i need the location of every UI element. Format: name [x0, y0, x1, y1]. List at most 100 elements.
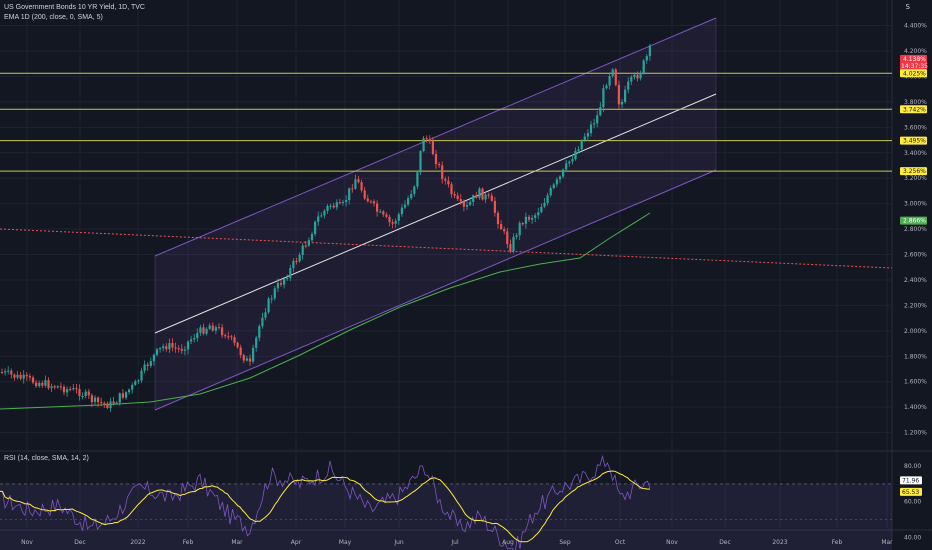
candle-body — [28, 376, 31, 378]
candles — [0, 43, 651, 412]
candle-body — [593, 123, 596, 125]
candle-body — [248, 358, 252, 362]
candle-body — [112, 401, 115, 404]
candle-body — [465, 204, 469, 207]
candle-body — [4, 371, 7, 373]
candle-body — [230, 336, 233, 338]
ema-legend[interactable]: EMA 1D (200, close, 0, SMA, 5) — [4, 14, 103, 21]
candle-body — [620, 101, 624, 105]
candle-body — [59, 386, 62, 388]
candle-body — [583, 136, 586, 141]
candle-body — [376, 203, 379, 212]
price-tick-label: 1.800% — [904, 353, 927, 360]
candle-body — [571, 159, 574, 162]
time-axis-label: Dec — [719, 539, 731, 546]
candle-body — [391, 222, 394, 224]
candle-body — [252, 347, 255, 362]
candle-body — [134, 381, 137, 385]
candle-body — [97, 397, 100, 403]
price-tag-label: 4.025% — [903, 70, 926, 77]
candle-body — [326, 205, 329, 211]
candle-body — [196, 332, 199, 339]
rsi-legend[interactable]: RSI (14, close, SMA, 14, 2) — [4, 455, 89, 462]
candle-body — [273, 288, 276, 299]
candle-body — [245, 358, 248, 361]
candle-body — [608, 76, 611, 86]
candle-body — [518, 223, 521, 236]
candle-body — [627, 81, 630, 90]
candle-body — [286, 277, 289, 279]
candle-body — [357, 179, 360, 183]
candle-body — [35, 382, 38, 387]
candle-body — [624, 89, 627, 102]
candle-body — [314, 221, 317, 234]
candle-body — [558, 176, 562, 180]
candle-body — [279, 283, 283, 285]
candle-body — [159, 348, 162, 350]
candle-body — [31, 377, 35, 383]
candle-body — [351, 188, 354, 190]
candle-body — [537, 212, 540, 216]
candle-body — [416, 172, 419, 187]
candle-body — [93, 397, 97, 403]
candle-body — [574, 150, 577, 160]
candle-body — [645, 56, 648, 61]
candle-body — [555, 179, 558, 185]
candle-body — [400, 207, 403, 215]
time-axis-label: Mar — [881, 539, 893, 546]
price-tag-label: 3.495% — [903, 138, 926, 145]
candle-body — [335, 202, 338, 208]
candle-body — [183, 349, 186, 351]
candle-body — [633, 74, 636, 77]
price-tag-label: 2.866% — [903, 218, 926, 225]
candle-body — [478, 188, 481, 198]
candle-body — [50, 386, 53, 389]
candle-body — [140, 370, 143, 381]
candle-body — [186, 341, 190, 350]
price-tick-label: 3.600% — [904, 124, 927, 131]
candle-body — [87, 391, 90, 396]
candle-body — [332, 205, 335, 208]
candle-body — [162, 346, 165, 349]
candle-body — [208, 325, 211, 329]
rsi-tick-label: 80.00 — [904, 463, 921, 470]
candle-body — [341, 201, 345, 204]
candle-body — [589, 124, 593, 134]
candle-body — [496, 212, 500, 225]
candle-body — [155, 349, 159, 355]
candle-body — [636, 74, 639, 79]
currency-label[interactable]: S — [905, 3, 910, 11]
candle-body — [348, 188, 351, 201]
candle-body — [323, 210, 326, 216]
time-axis-label: Apr — [291, 539, 302, 546]
candle-body — [78, 389, 81, 397]
candle-body — [475, 195, 478, 198]
time-axis-label: 2022 — [130, 539, 145, 546]
candle-body — [137, 380, 140, 382]
candle-body — [428, 139, 431, 142]
candle-body — [304, 245, 307, 247]
candle-body — [292, 260, 295, 269]
long-term-trendline — [0, 228, 893, 269]
price-tag-bg — [900, 136, 927, 145]
candle-body — [360, 182, 363, 191]
candle-body — [462, 201, 465, 207]
candle-body — [171, 343, 174, 348]
candle-body — [56, 386, 59, 388]
candle-body — [549, 188, 552, 196]
price-tick-label: 4.400% — [904, 23, 927, 30]
candle-body — [267, 298, 270, 313]
candle-body — [611, 69, 614, 77]
candle-body — [438, 164, 441, 166]
candle-body — [568, 161, 571, 164]
price-tag: 2.866% — [900, 216, 927, 225]
candle-body — [484, 194, 487, 200]
symbol-title[interactable]: US Government Bonds 10 YR Yield, 1D, TVC — [4, 4, 145, 11]
candle-body — [131, 384, 134, 390]
candle-body — [317, 216, 320, 222]
candle-body — [546, 195, 549, 203]
price-tick-label: 2.000% — [904, 328, 927, 335]
candle-body — [481, 188, 484, 200]
